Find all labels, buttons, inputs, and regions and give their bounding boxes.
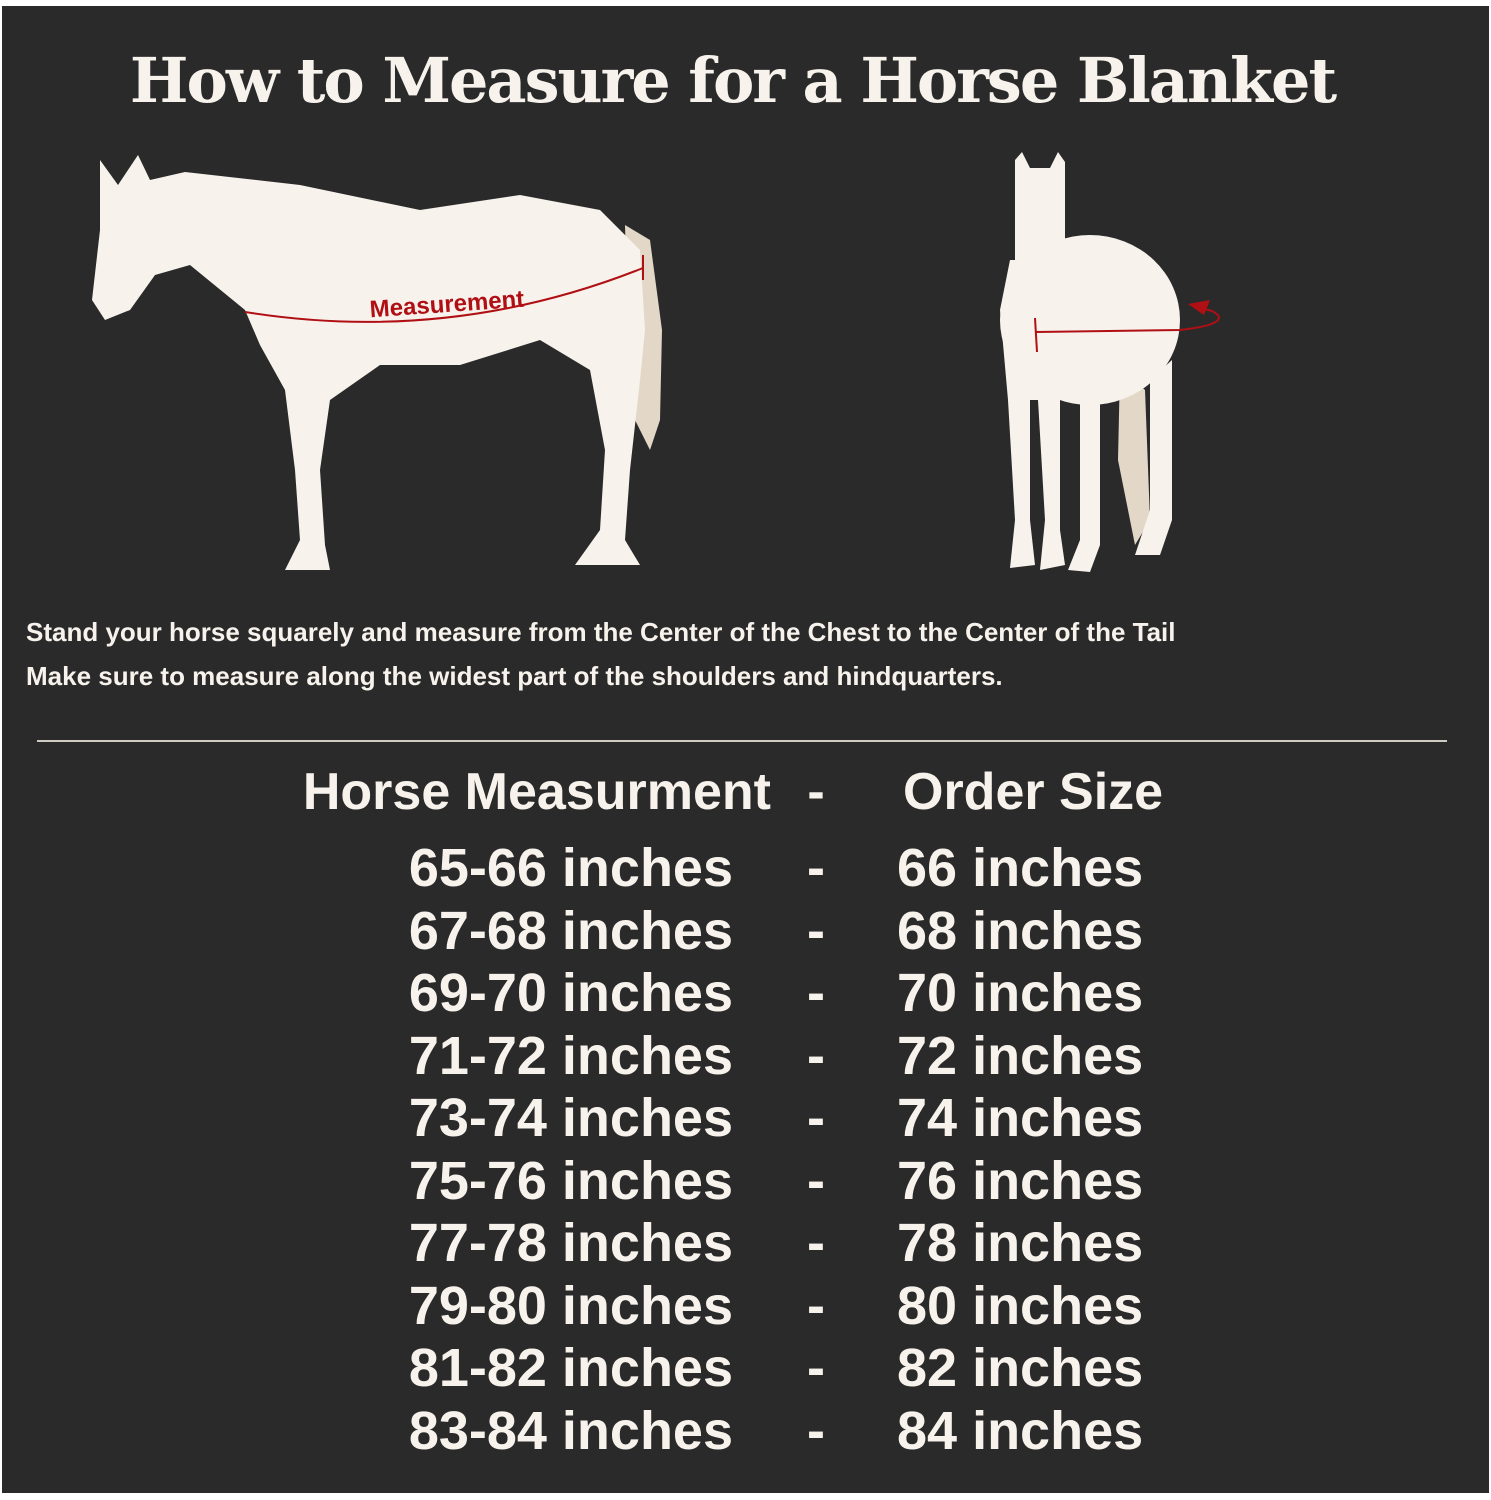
instruction-line-1: Stand your horse squarely and measure fr… xyxy=(26,617,1176,647)
size-cell: 66 inches xyxy=(897,838,1144,898)
measurement-cell: 67-68 inches xyxy=(408,900,733,961)
size-cell: 78 inches xyxy=(897,1213,1144,1273)
size-cell: 80 inches xyxy=(897,1275,1144,1336)
table-row: 65-66 inches - 66 inches xyxy=(0,837,1491,899)
measurement-cell: 65-66 inches xyxy=(408,838,733,898)
horse-front-view-icon xyxy=(1000,152,1220,572)
measurement-cell: 71-72 inches xyxy=(408,1025,733,1086)
table-row: 75-76 inches - 76 inches xyxy=(0,1150,1491,1212)
header-size: Order Size xyxy=(903,763,1164,821)
table-row: 83-84 inches - 84 inches xyxy=(0,1400,1491,1462)
size-cell: 70 inches xyxy=(897,963,1144,1023)
size-cell: 82 inches xyxy=(897,1338,1144,1398)
size-cell: 74 inches xyxy=(897,1088,1144,1148)
size-cell: 84 inches xyxy=(897,1400,1144,1461)
table-row: 81-82 inches - 82 inches xyxy=(0,1337,1491,1399)
separator-cell: - xyxy=(807,1213,825,1273)
separator-cell: - xyxy=(807,1275,825,1336)
measurement-cell: 83-84 inches xyxy=(408,1400,733,1461)
header-measurement: Horse Measurment xyxy=(302,763,771,821)
table-row: 69-70 inches - 70 inches xyxy=(0,962,1491,1024)
separator-cell: - xyxy=(807,1400,825,1461)
header-separator: - xyxy=(807,763,825,821)
instruction-line-2: Make sure to measure along the widest pa… xyxy=(26,661,1003,691)
separator-cell: - xyxy=(807,1088,825,1148)
separator-cell: - xyxy=(807,900,825,961)
measurement-cell: 81-82 inches xyxy=(408,1338,733,1398)
horse-side-view-icon: Measurement xyxy=(92,155,662,570)
table-row: 77-78 inches - 78 inches xyxy=(0,1212,1491,1274)
divider xyxy=(37,740,1447,742)
table-row: 79-80 inches - 80 inches xyxy=(0,1275,1491,1337)
measurement-cell: 77-78 inches xyxy=(408,1213,733,1273)
separator-cell: - xyxy=(807,1150,825,1211)
measurement-cell: 69-70 inches xyxy=(408,963,733,1023)
table-row: 67-68 inches - 68 inches xyxy=(0,900,1491,962)
size-cell: 72 inches xyxy=(897,1025,1144,1086)
size-table-header: Horse Measurment - Order Size xyxy=(0,762,1491,824)
separator-cell: - xyxy=(807,838,825,898)
measurement-cell: 75-76 inches xyxy=(408,1150,733,1211)
table-row: 73-74 inches - 74 inches xyxy=(0,1087,1491,1149)
measurement-cell: 73-74 inches xyxy=(408,1088,733,1148)
separator-cell: - xyxy=(807,963,825,1023)
separator-cell: - xyxy=(807,1338,825,1398)
separator-cell: - xyxy=(807,1025,825,1086)
measurement-cell: 79-80 inches xyxy=(408,1275,733,1336)
size-cell: 68 inches xyxy=(897,900,1144,961)
table-row: 71-72 inches - 72 inches xyxy=(0,1025,1491,1087)
horse-diagram: Measurement xyxy=(92,152,1220,572)
page-title: How to Measure for a Horse Blanket xyxy=(129,44,1337,117)
size-cell: 76 inches xyxy=(897,1150,1144,1211)
